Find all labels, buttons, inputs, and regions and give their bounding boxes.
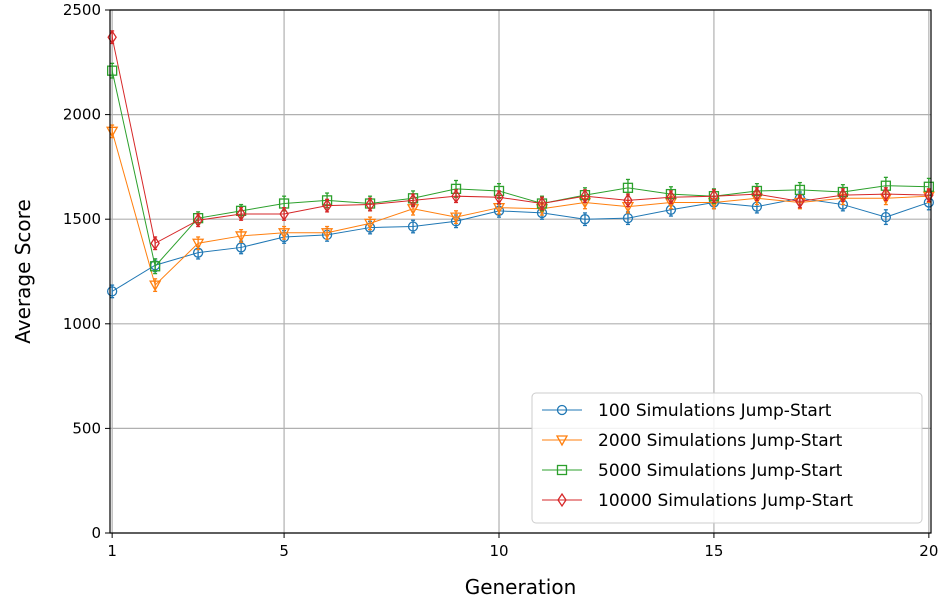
marker-diamond: [150, 236, 160, 251]
marker-diamond: [494, 190, 504, 205]
legend-entry: 100 Simulations Jump-Start: [598, 401, 832, 421]
legend-entry: 5000 Simulations Jump-Start: [598, 461, 843, 481]
x-tick-label: 1: [107, 542, 117, 560]
marker-circle: [235, 242, 247, 253]
x-tick-label: 5: [279, 542, 289, 560]
series-line: [111, 70, 929, 268]
y-tick-label: 2500: [63, 1, 101, 19]
marker-triangle-down: [192, 238, 205, 250]
marker-triangle-down: [149, 280, 162, 292]
plot-frame: [109, 9, 932, 534]
marker-diamond: [838, 187, 848, 203]
marker-circle: [106, 286, 118, 297]
marker-square: [149, 261, 161, 272]
marker-triangle-down: [363, 218, 377, 230]
marker-circle: [622, 213, 634, 224]
marker-diamond: [279, 206, 289, 222]
y-tick-label: 0: [91, 524, 101, 542]
legend-entry: 2000 Simulations Jump-Start: [598, 431, 843, 451]
marker-diamond: [881, 186, 891, 202]
marker-diamond: [709, 189, 719, 204]
marker-triangle-down: [320, 228, 334, 240]
y-tick-label: 1000: [63, 315, 101, 333]
y-axis-label: Average Score: [11, 199, 35, 344]
legend-box: [531, 392, 923, 524]
marker-diamond: [408, 193, 418, 208]
marker-diamond: [193, 213, 203, 228]
y-tick-label: 500: [72, 419, 101, 437]
marker-diamond: [795, 194, 805, 209]
marker-square: [106, 65, 118, 76]
x-tick-label: 15: [704, 542, 723, 560]
x-axis-label: Generation: [465, 575, 577, 599]
y-tick-label: 2000: [63, 106, 101, 124]
series-group: [106, 30, 935, 299]
marker-diamond: [537, 196, 547, 211]
series-3: [106, 62, 935, 275]
legend: 100 Simulations Jump-Start 2000 Simulatio…: [531, 392, 923, 524]
marker-diamond: [623, 193, 633, 208]
marker-diamond: [365, 197, 375, 212]
marker-diamond: [580, 189, 590, 204]
marker-diamond: [451, 189, 461, 204]
marker-triangle-down: [277, 228, 291, 240]
x-tick-label: 20: [919, 542, 938, 560]
marker-diamond: [752, 186, 762, 202]
marker-square: [622, 182, 634, 193]
legend-entry: 10000 Simulations Jump-Start: [598, 491, 853, 511]
marker-diamond: [666, 190, 676, 205]
marker-circle: [407, 221, 419, 232]
marker-diamond: [322, 198, 332, 213]
series-line: [111, 37, 929, 245]
x-tick-label: 10: [489, 542, 508, 560]
series-4: [107, 30, 934, 251]
marker-circle: [579, 214, 591, 225]
marker-diamond: [557, 492, 567, 508]
marker-triangle-down: [234, 231, 248, 243]
marker-circle: [556, 404, 568, 416]
series-line: [111, 197, 930, 292]
marker-circle: [880, 211, 892, 223]
marker-square: [556, 464, 568, 476]
y-tick-label: 1500: [63, 210, 101, 228]
series-line: [111, 131, 929, 287]
marker-triangle-down: [555, 435, 569, 447]
marker-diamond: [236, 206, 246, 222]
series-2: [106, 124, 935, 293]
marker-triangle-down: [449, 212, 463, 224]
